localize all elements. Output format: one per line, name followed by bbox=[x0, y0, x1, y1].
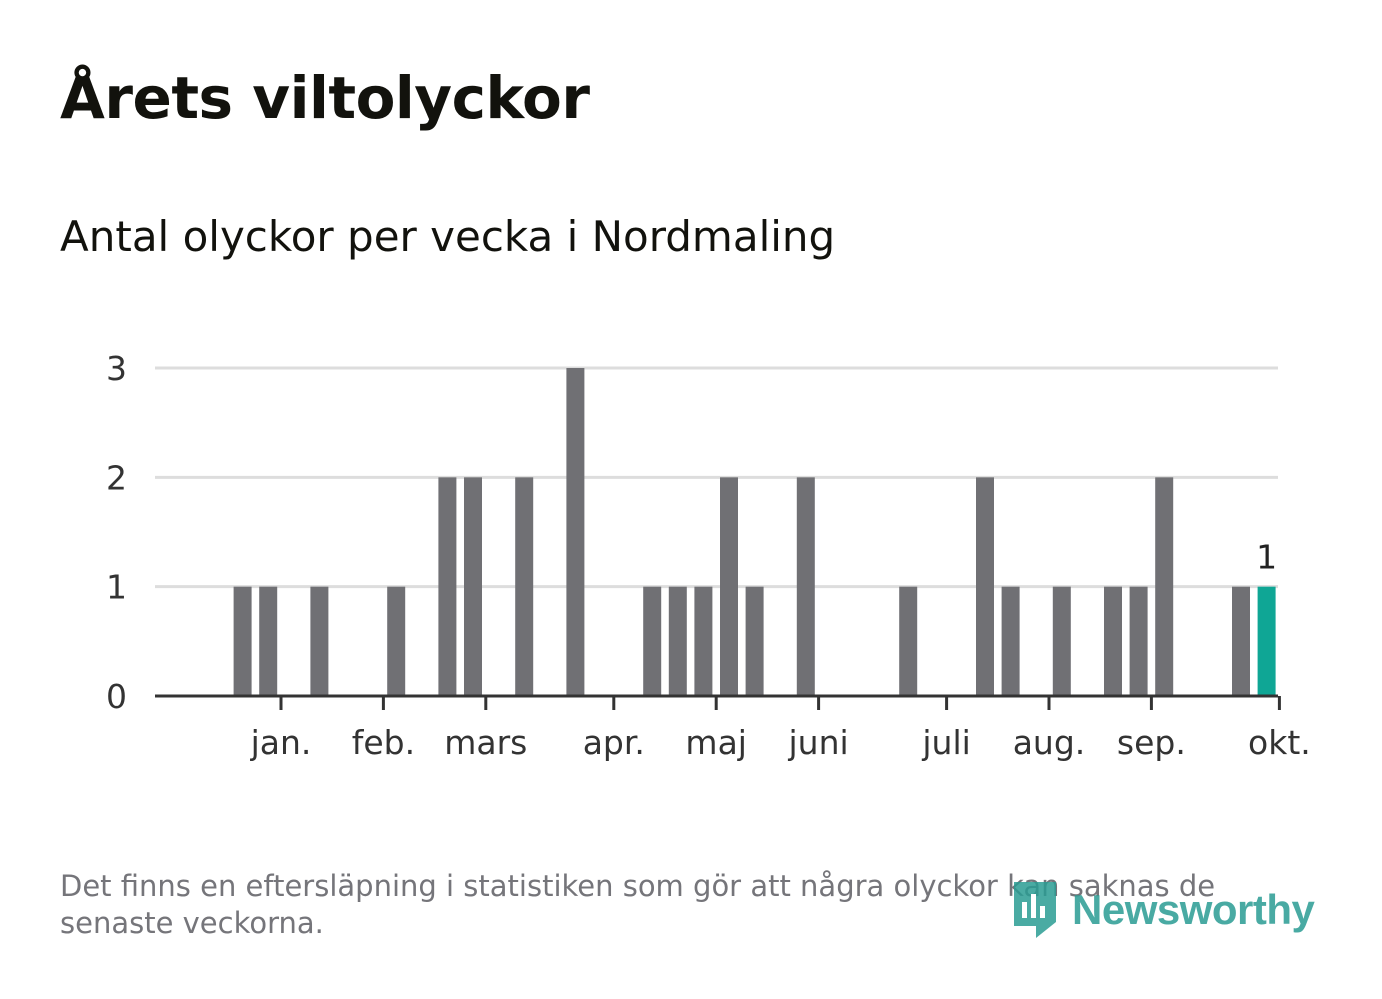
x-tick-label-4: maj bbox=[685, 723, 747, 762]
bar-week-11 bbox=[464, 477, 482, 696]
brand-logo: Newsworthy bbox=[1010, 878, 1315, 942]
bar-week-41 bbox=[1232, 586, 1250, 696]
bar-week-2 bbox=[233, 586, 252, 696]
bar-week-18 bbox=[643, 586, 662, 696]
newsworthy-icon bbox=[1014, 882, 1056, 938]
gridlines bbox=[155, 366, 1278, 589]
data-label-highlight: 1 bbox=[1256, 538, 1277, 577]
x-tick-label-8: sep. bbox=[1117, 723, 1186, 762]
bar-week-37 bbox=[1129, 586, 1148, 696]
x-axis: jan. feb. mars apr. maj juni juli aug. sep. okt. bbox=[155, 694, 1311, 762]
bar-week-34 bbox=[1052, 586, 1071, 696]
bar-week-10 bbox=[438, 477, 457, 696]
y-tick-label-1: 1 bbox=[106, 568, 127, 607]
bar-week-3 bbox=[259, 586, 278, 696]
bar-week-21 bbox=[720, 477, 738, 696]
bar-week-32 bbox=[1001, 586, 1020, 696]
y-tick-label-3: 3 bbox=[106, 349, 127, 388]
x-tick-label-5: juni bbox=[788, 723, 849, 762]
bar-week-42 bbox=[1257, 586, 1276, 696]
bars bbox=[233, 368, 1276, 696]
x-tick-label-1: feb. bbox=[352, 723, 415, 762]
bar-week-31 bbox=[976, 477, 994, 696]
bar-week-28 bbox=[899, 586, 918, 696]
bar-week-36 bbox=[1104, 586, 1122, 696]
bar-week-24 bbox=[796, 477, 815, 696]
y-axis: 0 1 2 3 bbox=[106, 349, 127, 716]
brand-name: Newsworthy bbox=[1072, 886, 1315, 933]
data-labels: 1 bbox=[1256, 538, 1277, 577]
y-tick-label-2: 2 bbox=[106, 458, 127, 497]
bar-week-8 bbox=[387, 586, 406, 696]
bar-week-20 bbox=[694, 586, 713, 696]
bar-week-5 bbox=[310, 586, 329, 696]
y-tick-label-0: 0 bbox=[106, 677, 127, 716]
bar-week-13 bbox=[515, 477, 534, 696]
x-tick-label-2: mars bbox=[444, 723, 527, 762]
bar-week-15 bbox=[566, 368, 585, 696]
x-tick-label-9: okt. bbox=[1248, 723, 1311, 762]
x-tick-label-7: aug. bbox=[1013, 723, 1086, 762]
bar-week-19 bbox=[668, 586, 687, 696]
x-tick-label-3: apr. bbox=[583, 723, 645, 762]
bar-week-38 bbox=[1155, 477, 1174, 696]
x-tick-label-6: juli bbox=[921, 723, 970, 762]
chart-subtitle: Antal olyckor per vecka i Nordmaling bbox=[60, 212, 836, 261]
chart-title: Årets viltolyckor bbox=[60, 64, 590, 132]
bar-week-22 bbox=[745, 586, 764, 696]
x-tick-label-0: jan. bbox=[250, 723, 312, 762]
